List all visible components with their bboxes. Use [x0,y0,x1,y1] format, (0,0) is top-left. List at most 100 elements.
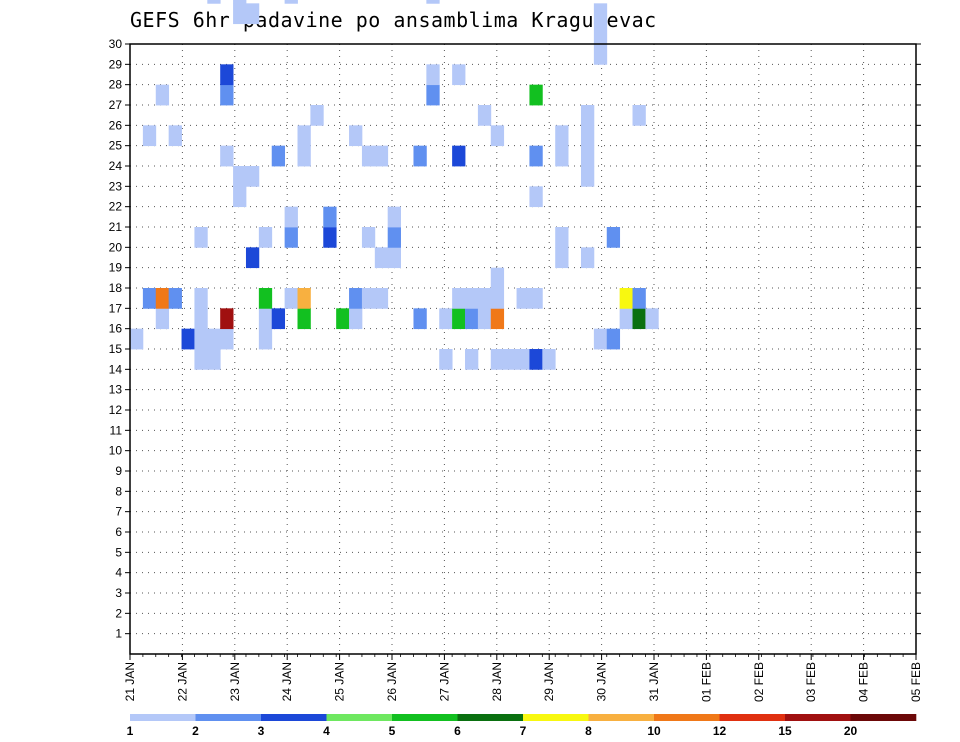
heatmap-cell [194,349,208,370]
heatmap-cell [490,349,505,370]
heatmap-cell [593,3,608,25]
heatmap-cell [374,247,389,269]
colorbar-label: 20 [844,724,858,738]
x-tick-label: 03 FEB [804,662,818,702]
colorbar-label: 3 [258,724,265,738]
heatmap-cell [284,227,298,248]
y-tick-label: 18 [109,281,123,295]
heatmap-cell [452,64,466,86]
heatmap-cell [452,145,466,167]
y-tick-label: 10 [109,444,123,458]
heatmap-cell [593,44,608,65]
x-tick-label: 24 JAN [280,662,294,701]
y-tick-label: 22 [109,200,123,214]
x-tick-label: 22 JAN [175,662,189,701]
heatmap-cell [245,247,260,269]
y-tick-label: 8 [115,484,122,498]
heatmap-cell [207,349,221,370]
heatmap-cell [284,288,298,309]
colorbar-swatch [130,714,196,721]
y-tick-label: 30 [109,37,123,51]
heatmap-cell [593,23,608,45]
heatmap-cell [181,328,195,350]
heatmap-cell [207,328,221,350]
heatmap-cell [490,288,505,309]
x-tick-label: 02 FEB [752,662,766,702]
heatmap-cell [194,328,208,350]
heatmap-cell [555,125,569,147]
colorbar-label: 4 [323,724,330,738]
heatmap-cell [606,328,621,350]
colorbar-swatch [654,714,720,721]
colorbar-swatch [719,714,786,721]
heatmap-cell [426,0,440,4]
heatmap-cell [477,308,492,330]
heatmap-cell [258,288,273,309]
colorbar-swatch [392,714,458,721]
heatmap-cell [374,288,389,309]
heatmap-cell [413,308,427,330]
x-tick-label: 25 JAN [333,662,347,701]
x-tick-label: 01 FEB [699,662,713,702]
y-tick-label: 28 [109,78,123,92]
heatmap-cell [207,0,221,4]
colorbar-label: 7 [520,724,527,738]
heatmap-cell [245,166,260,187]
heatmap-cell [297,288,311,309]
x-tick-label: 28 JAN [490,662,504,701]
heatmap-cell [645,308,659,330]
heatmap-cell [194,227,208,248]
y-tick-label: 25 [109,139,123,153]
x-tick-label: 05 FEB [909,662,923,702]
heatmap-cell [632,308,646,330]
heatmap-cell [632,105,646,126]
heatmap-cell [580,247,595,269]
colorbar-swatch [261,714,327,721]
heatmap-cell [387,206,401,228]
colorbar-swatch [195,714,262,721]
heatmap-cell [361,145,376,167]
heatmap-cell [233,3,247,25]
y-tick-label: 19 [109,261,123,275]
heatmap-cell [361,288,376,309]
heatmap-cell [580,105,595,126]
heatmap-cell [439,349,453,370]
y-tick-label: 12 [109,403,123,417]
heatmap-cell [477,105,492,126]
y-tick-label: 13 [109,383,123,397]
y-tick-label: 3 [115,586,122,600]
y-tick-label: 16 [109,322,123,336]
heatmap-cell [503,349,517,370]
colorbar-swatch [785,714,851,721]
heatmap-cell [529,186,543,208]
colorbar-label: 15 [778,724,792,738]
heatmap-cell [233,186,247,208]
heatmap-cell [490,267,505,289]
heatmap-cell [297,125,311,147]
heatmap-cell [245,3,260,25]
colorbar-label: 1 [127,724,134,738]
heatmap-cell [529,288,543,309]
heatmap-cell [619,308,633,330]
heatmap-cell [387,247,401,269]
colorbar-swatch [588,714,655,721]
y-tick-label: 29 [109,57,123,71]
heatmap-cell [580,125,595,147]
heatmap-cell [516,288,530,309]
y-tick-label: 14 [109,362,123,376]
heatmap-cell [336,308,350,330]
y-tick-label: 20 [109,240,123,254]
colorbar-swatch [523,714,589,721]
heatmap-cell [233,0,247,4]
heatmap-cell [258,308,273,330]
y-tick-label: 1 [115,627,122,641]
heatmap-cell [374,145,389,167]
heatmap-cell [465,349,479,370]
heatmap-cell [632,288,646,309]
heatmap-cell [220,145,234,167]
y-tick-label: 5 [115,545,122,559]
heatmap-cell [194,288,208,309]
y-tick-label: 6 [115,525,122,539]
x-tick-label: 30 JAN [595,662,609,701]
heatmap-cell [349,288,363,309]
